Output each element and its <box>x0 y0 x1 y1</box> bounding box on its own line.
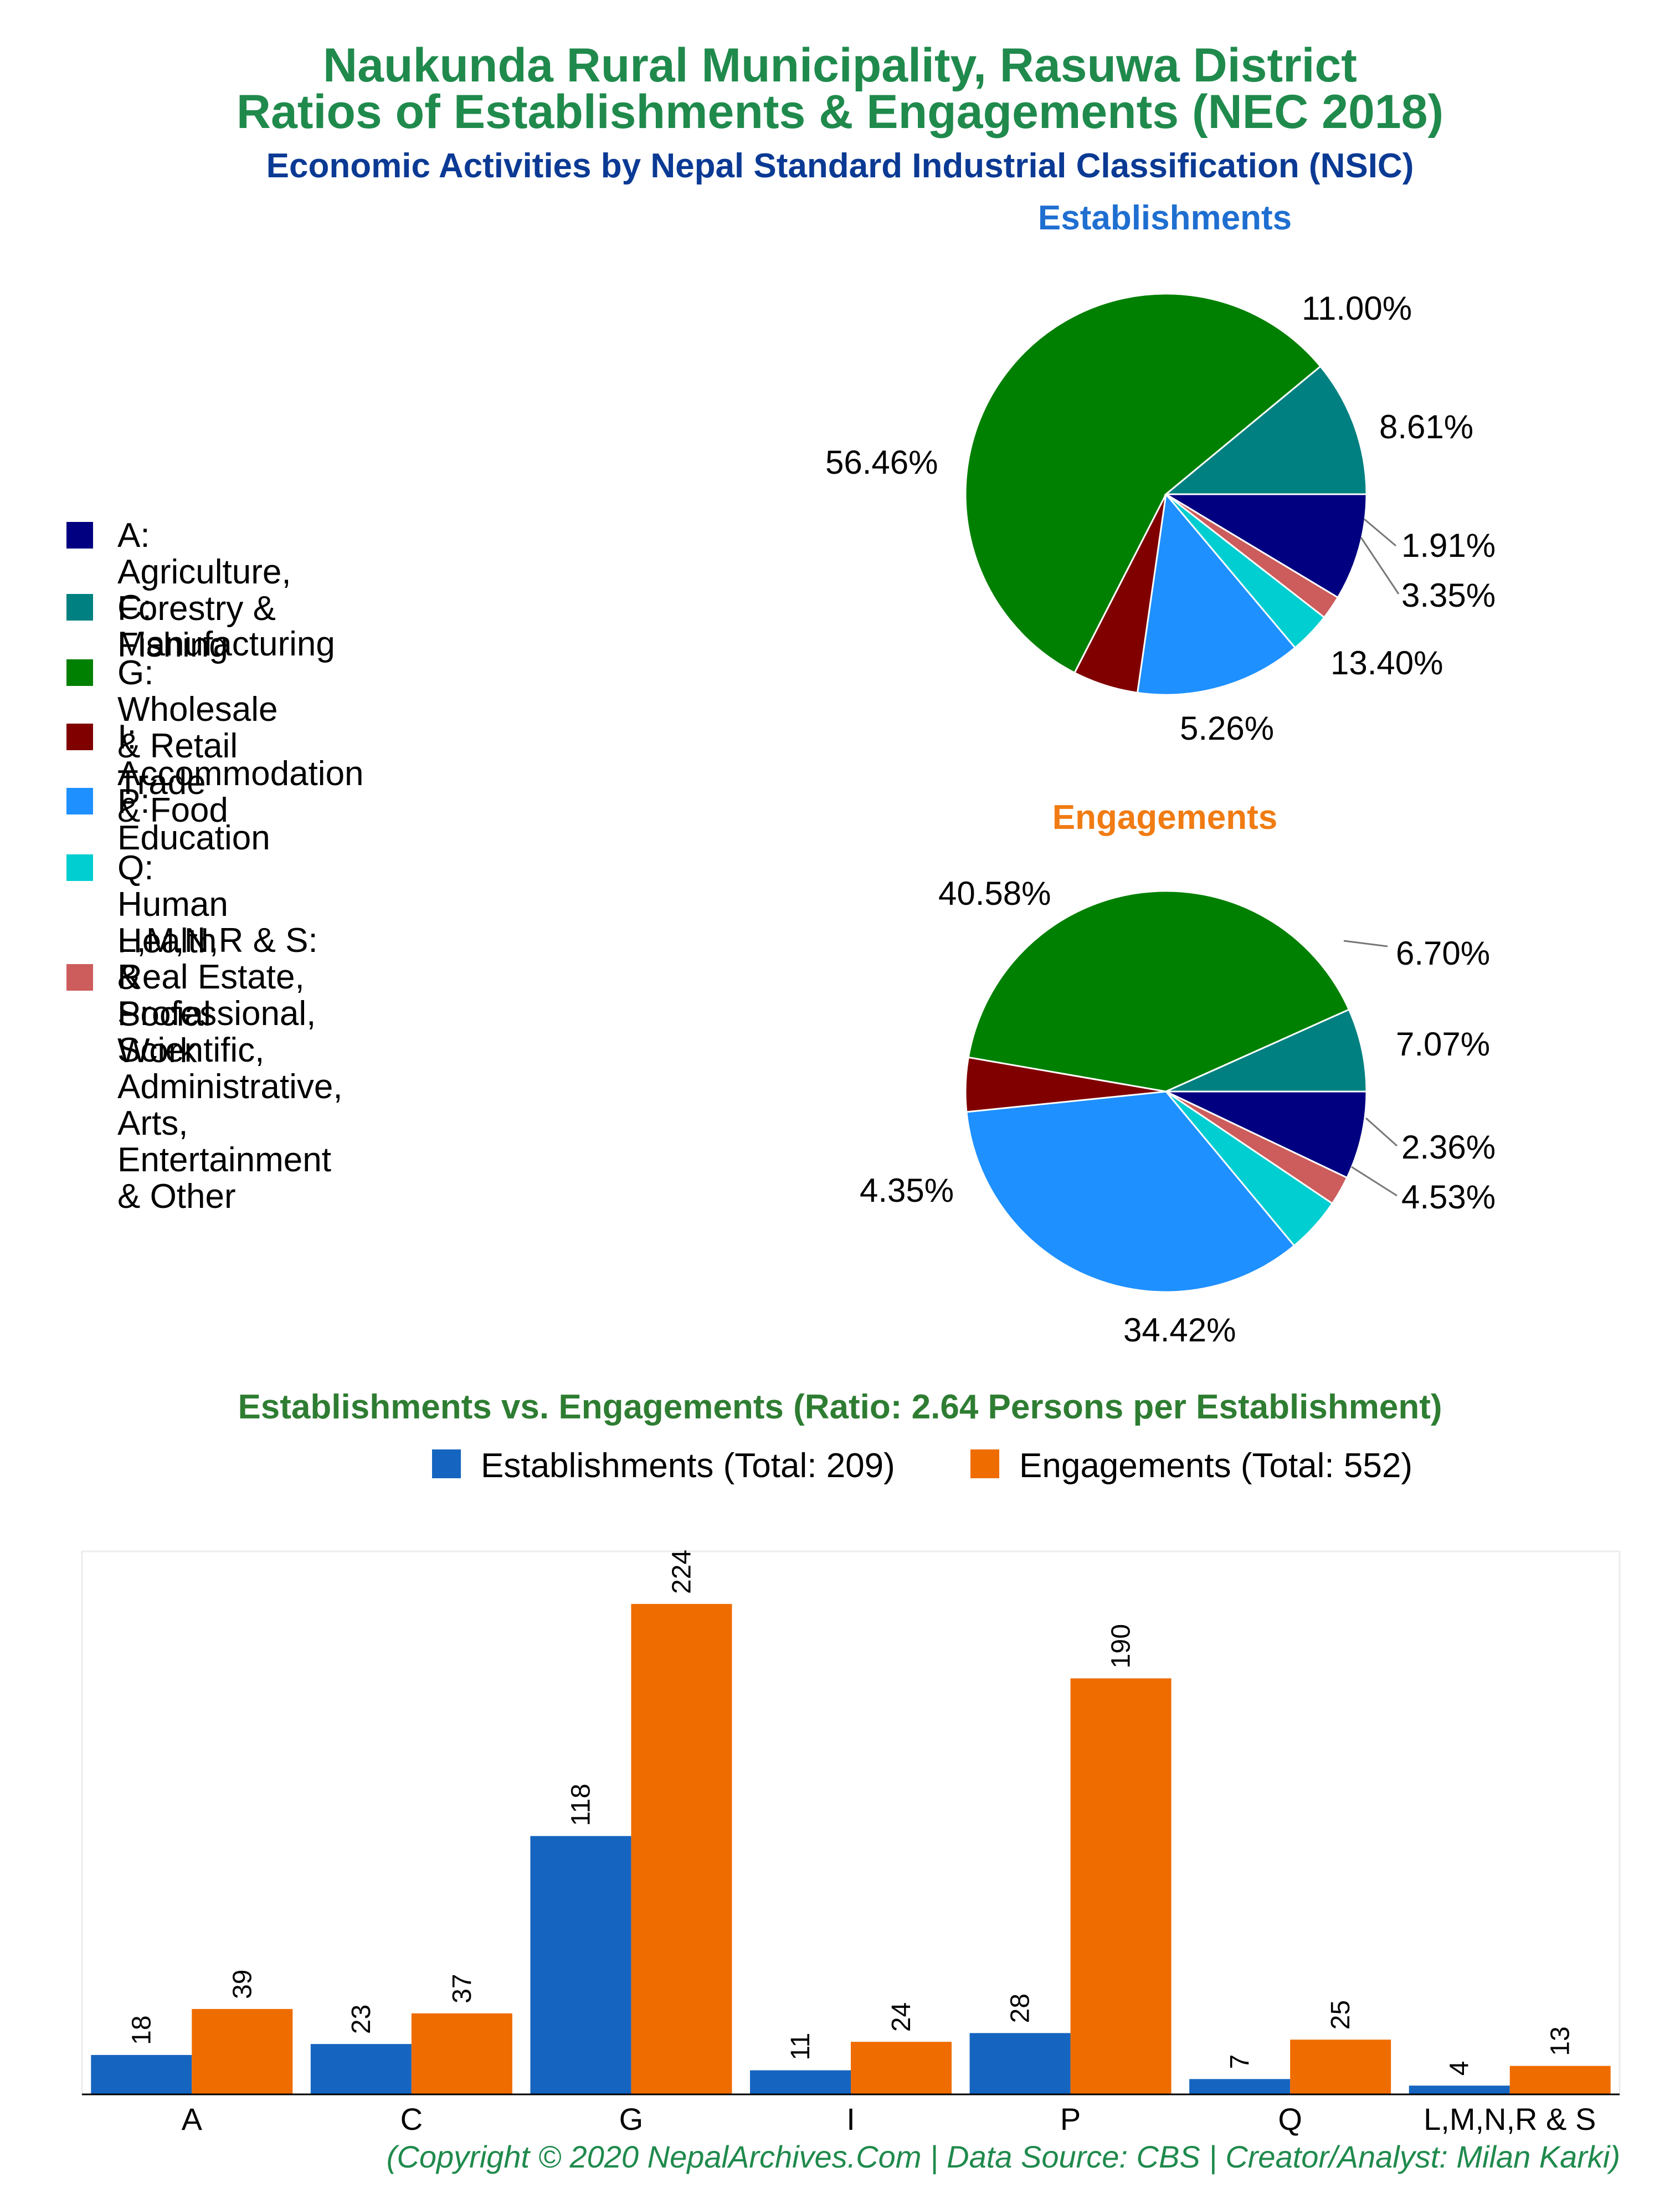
engagements-bar-p <box>1070 1678 1172 2094</box>
establishments-bar-q <box>1189 2079 1291 2094</box>
legend-swatch-g <box>66 659 93 686</box>
legend-swatch-q <box>66 854 93 881</box>
legend-label-i: I: Accommodation & Food <box>117 718 364 829</box>
x-tick-label-a: A <box>182 2102 203 2136</box>
leader-line <box>1351 1166 1398 1197</box>
x-tick-label-c: C <box>400 2102 423 2136</box>
bar-plot-frame <box>81 1550 1621 2095</box>
establishments-value-label-p: 28 <box>1006 1994 1035 2023</box>
legend-swatch-i <box>66 724 93 750</box>
leader-line <box>1343 940 1388 947</box>
chart-title-line2: Ratios of Establishments & Engagements (… <box>236 85 1444 139</box>
legend-label-other: L,M,N,R & S: Real Estate, Professional, … <box>117 921 343 1216</box>
legend-label-g: G: Wholesale & Retail Trade <box>117 654 278 802</box>
establishments-pie-title: Establishments <box>1037 199 1292 237</box>
legend-label-q: Q: Human Health & Social Work <box>117 849 228 1070</box>
est-pct-label-i: 5.26% <box>1180 710 1275 747</box>
eng-slice-c <box>1165 1008 1368 1093</box>
bar-legend-label-establishments: Establishments (Total: 209) <box>481 1447 895 1485</box>
x-tick-label-other: L,M,N,R & S <box>1424 2102 1596 2136</box>
legend-swatch-c <box>66 594 93 621</box>
est-pct-label-other: 1.91% <box>1401 527 1496 564</box>
leader-line <box>1365 1117 1398 1147</box>
bar-legend-swatch-establishments <box>432 1449 461 1478</box>
eng-pct-label-a: 7.07% <box>1396 1026 1491 1063</box>
legend-swatch-p <box>66 788 93 814</box>
engagements-value-label-c: 37 <box>448 1974 477 2003</box>
x-tick-label-i: I <box>846 2102 855 2136</box>
eng-slice-g <box>967 890 1350 1093</box>
est-slice-c <box>1163 365 1368 495</box>
engagements-bar-i <box>851 2042 952 2094</box>
engagements-bar-other <box>1509 2066 1611 2094</box>
engagements-bar-c <box>411 2013 512 2094</box>
establishments-value-label-i: 11 <box>786 2033 815 2061</box>
est-slice-p <box>1136 492 1297 696</box>
eng-pct-label-q: 4.53% <box>1401 1179 1496 1216</box>
establishments-bar-a <box>91 2054 192 2094</box>
legend-label-c: C: Manufacturing <box>117 588 335 663</box>
legend-swatch-a <box>66 522 93 549</box>
eng-slice-a <box>1165 1090 1368 1179</box>
engagements-value-label-other: 13 <box>1546 2026 1575 2056</box>
x-tick-label-q: Q <box>1278 2102 1302 2136</box>
bar-legend-label-engagements: Engagements (Total: 552) <box>1019 1447 1412 1485</box>
establishments-bar-p <box>969 2033 1071 2094</box>
establishments-value-label-g: 118 <box>566 1784 595 1826</box>
bar-chart: 18 39 A 23 37 C 118 224 G 11 24 I 28 190 P 7 25 Q 4 13 L,M,N… <box>82 1550 1620 2136</box>
bar-chart-title: Establishments vs. Engagements (Ratio: 2… <box>238 1388 1442 1426</box>
est-pct-label-a: 8.61% <box>1379 408 1474 445</box>
eng-pct-label-g: 40.58% <box>938 875 1051 912</box>
engagements-bar-g <box>631 1603 732 2094</box>
establishments-value-label-q: 7 <box>1225 2054 1255 2069</box>
eng-pct-label-c: 6.70% <box>1396 935 1491 972</box>
x-tick-label-g: G <box>619 2102 644 2136</box>
est-pct-label-p: 13.40% <box>1330 644 1443 682</box>
engagements-bar-a <box>192 2008 293 2094</box>
establishments-bar-g <box>530 1836 631 2094</box>
engagements-value-label-a: 39 <box>228 1969 257 1999</box>
establishments-value-label-other: 4 <box>1445 2061 1475 2076</box>
engagements-value-label-i: 24 <box>887 2002 916 2032</box>
eng-slice-p <box>965 1090 1296 1293</box>
pie-leader-lines <box>1343 518 1400 1197</box>
legend-label-p: P: Education <box>117 782 270 857</box>
est-slice-g <box>964 293 1322 674</box>
est-pct-label-g: 56.46% <box>825 444 938 481</box>
establishments-pie <box>964 293 1368 696</box>
leader-line <box>1360 537 1400 595</box>
footer-credit: (Copyright © 2020 NepalArchives.Com | Da… <box>386 2139 1620 2174</box>
est-pct-label-q: 3.35% <box>1401 577 1496 614</box>
engagements-value-label-p: 190 <box>1107 1624 1136 1668</box>
engagements-value-label-g: 224 <box>667 1550 696 1594</box>
engagements-pie-title: Engagements <box>1052 798 1278 837</box>
bar-legend-swatch-engagements <box>970 1449 999 1478</box>
engagements-pie <box>964 890 1368 1293</box>
eng-pct-label-p: 34.42% <box>1123 1311 1236 1349</box>
engagements-bar-q <box>1290 2040 1391 2094</box>
est-pct-label-c: 11.00% <box>1302 290 1412 327</box>
leader-line <box>1364 518 1396 547</box>
x-tick-label-p: P <box>1060 2102 1081 2136</box>
legend-swatch-other <box>66 964 93 991</box>
establishments-value-label-a: 18 <box>127 2015 156 2045</box>
establishments-bar-i <box>750 2070 851 2094</box>
chart-subtitle: Economic Activities by Nepal Standard In… <box>266 147 1414 185</box>
establishments-value-label-c: 23 <box>347 2005 376 2034</box>
est-slice-a <box>1163 493 1368 599</box>
legend-label-a: A: Agriculture, Forestry & Fishing <box>117 516 291 664</box>
engagements-value-label-q: 25 <box>1326 2000 1355 2030</box>
eng-pct-label-i: 4.35% <box>860 1172 954 1209</box>
establishments-bar-other <box>1409 2086 1510 2094</box>
establishments-bar-c <box>310 2044 412 2094</box>
chart-title-line1: Naukunda Rural Municipality, Rasuwa Dist… <box>323 39 1357 92</box>
eng-pct-label-other: 2.36% <box>1401 1129 1496 1166</box>
